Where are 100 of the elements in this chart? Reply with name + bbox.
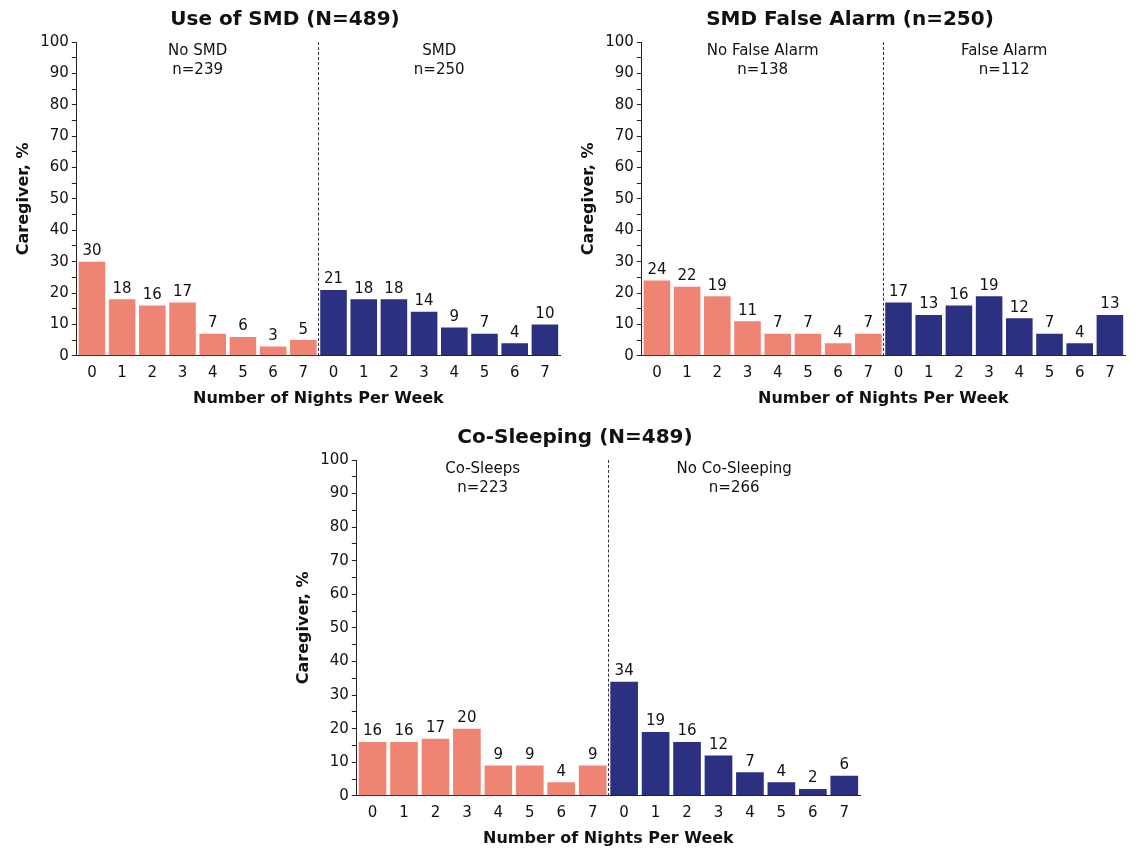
- annotation: Co-Sleeps n=223: [445, 459, 521, 497]
- y-tick-label: 50: [329, 617, 349, 636]
- y-tick-label: 60: [614, 157, 634, 176]
- data-label: 6: [238, 316, 248, 335]
- x-tick-label: 4: [745, 802, 755, 821]
- bar: [290, 340, 317, 356]
- y-tick-label: 30: [49, 251, 69, 270]
- x-tick-label: 6: [1074, 362, 1085, 381]
- data-label: 18: [354, 278, 374, 297]
- x-tick-label: 3: [462, 802, 472, 821]
- annotation: False Alarm n=112: [960, 41, 1048, 79]
- data-label: 11: [737, 300, 758, 319]
- bar: [764, 333, 792, 356]
- data-label: 9: [493, 744, 504, 763]
- data-label: 16: [394, 721, 414, 740]
- x-tick-label: 1: [117, 362, 127, 381]
- y-tick-label: 0: [59, 345, 69, 364]
- x-tick-label: 5: [479, 362, 490, 381]
- x-tick-label: 3: [419, 362, 429, 381]
- x-tick-label: 0: [893, 362, 904, 381]
- bar: [78, 261, 106, 356]
- data-label: 7: [1044, 313, 1055, 332]
- bar: [199, 333, 227, 356]
- data-label: 4: [833, 322, 843, 341]
- x-tick-label: 4: [1014, 362, 1025, 381]
- bar: [610, 681, 638, 796]
- y-tick-label: 100: [605, 31, 634, 50]
- bar: [108, 299, 136, 356]
- y-tick-label: 30: [614, 251, 634, 270]
- x-tick-label: 3: [984, 362, 994, 381]
- x-tick-label: 2: [430, 802, 441, 821]
- data-label: 9: [587, 744, 598, 763]
- y-tick-label: 20: [49, 282, 69, 301]
- x-tick-label: 1: [923, 362, 934, 381]
- bar: [350, 299, 377, 356]
- annotation: SMD n=250: [413, 41, 465, 79]
- x-tick-label: 4: [493, 802, 504, 821]
- data-label: 7: [479, 313, 490, 332]
- x-tick-label: 2: [147, 362, 158, 381]
- x-tick-label: 1: [358, 362, 369, 381]
- data-label: 16: [363, 721, 383, 740]
- data-label: 12: [708, 734, 729, 753]
- data-label: 12: [1009, 297, 1029, 316]
- chart-title: Use of SMD (N=489): [170, 6, 400, 31]
- data-label: 20: [457, 708, 477, 727]
- x-tick-label: 3: [742, 362, 753, 381]
- bar: [320, 289, 347, 356]
- y-tick-label: 20: [329, 718, 349, 737]
- y-tick-label: 70: [329, 550, 349, 569]
- data-label: 7: [863, 313, 874, 332]
- y-axis-title: Caregiver, %: [12, 142, 32, 256]
- bar: [229, 336, 257, 356]
- data-label: 4: [556, 761, 567, 780]
- x-tick-label: 2: [682, 802, 692, 821]
- bar: [704, 296, 731, 356]
- x-tick-label: 7: [863, 362, 874, 381]
- bar: [824, 343, 852, 356]
- bar: [915, 315, 942, 356]
- x-tick-label: 7: [1105, 362, 1115, 381]
- x-tick-label: 0: [87, 362, 97, 381]
- x-tick-label: 7: [839, 802, 850, 821]
- x-tick-label: 1: [650, 802, 661, 821]
- y-tick-label: 0: [339, 785, 349, 804]
- data-label: 14: [414, 291, 434, 310]
- x-tick-label: 2: [712, 362, 723, 381]
- chart-title: SMD False Alarm (n=250): [706, 6, 994, 31]
- y-axis-title: Caregiver, %: [577, 142, 597, 256]
- data-label: 17: [888, 281, 909, 300]
- bar: [975, 296, 1003, 356]
- annotation: No False Alarm n=138: [706, 41, 819, 79]
- x-tick-label: 7: [540, 362, 550, 381]
- y-tick-label: 10: [614, 314, 634, 333]
- x-tick-label: 4: [449, 362, 460, 381]
- y-tick-label: 20: [614, 282, 634, 301]
- bar: [1066, 343, 1093, 356]
- data-label: 3: [268, 325, 278, 344]
- data-label: 7: [803, 313, 813, 332]
- x-axis-title: Number of Nights Per Week: [193, 387, 445, 407]
- x-tick-label: 1: [399, 802, 409, 821]
- data-label: 5: [298, 319, 309, 338]
- data-label: 30: [82, 241, 102, 260]
- y-tick-label: 60: [49, 157, 69, 176]
- y-axis-title: Caregiver, %: [292, 571, 312, 685]
- bar: [390, 742, 418, 796]
- bar: [139, 305, 166, 356]
- y-tick-label: 10: [329, 752, 349, 771]
- data-label: 24: [647, 259, 667, 278]
- y-tick-label: 40: [329, 651, 349, 670]
- x-tick-label: 7: [587, 802, 598, 821]
- x-tick-label: 2: [954, 362, 964, 381]
- bar: [945, 305, 973, 356]
- data-label: 19: [707, 275, 727, 294]
- x-tick-label: 6: [808, 802, 818, 821]
- data-label: 16: [949, 284, 969, 303]
- bar: [643, 280, 671, 356]
- annotation: No SMD n=239: [168, 41, 228, 79]
- data-label: 34: [614, 661, 634, 680]
- y-tick-label: 40: [614, 220, 634, 239]
- bar: [410, 311, 438, 356]
- chart-title: Co-Sleeping (N=489): [457, 424, 693, 449]
